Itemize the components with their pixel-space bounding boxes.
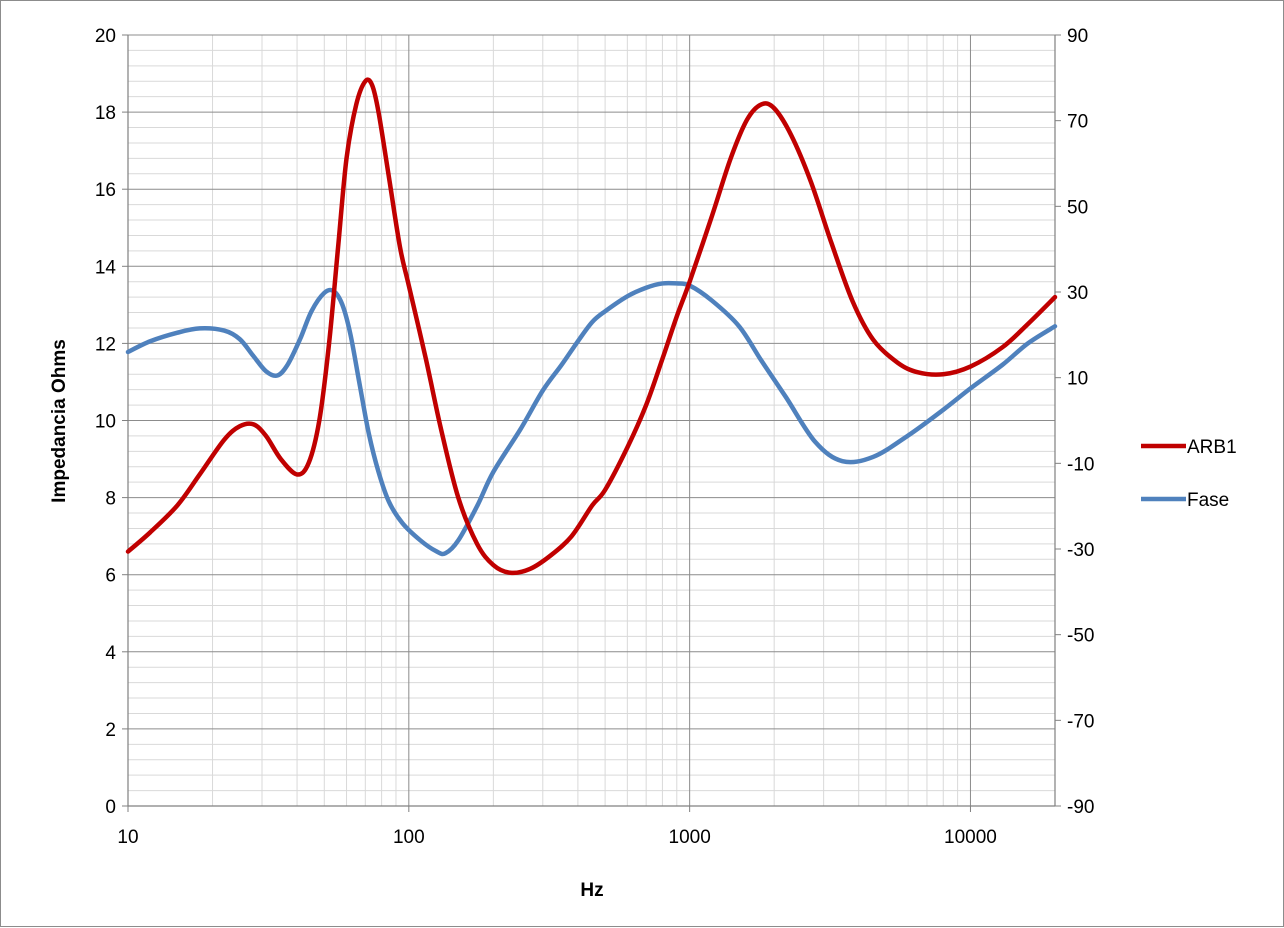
y2-tick-label: 10: [1067, 369, 1088, 390]
x-tick-label: 100: [393, 827, 425, 848]
y2-tick-label: -70: [1067, 711, 1094, 732]
y-axis-title: Impedancia Ohms: [49, 339, 70, 503]
y2-tick-label: 90: [1067, 26, 1088, 47]
legend: ARB1 Fase: [1141, 437, 1237, 511]
y-tick-label: 20: [95, 26, 116, 47]
x-tick-label: 1000: [669, 827, 711, 848]
y2-tick-label: 50: [1067, 197, 1088, 218]
x-tick-label: 10000: [944, 827, 997, 848]
y2-tick-label: -30: [1067, 540, 1094, 561]
y-tick-label: 16: [95, 180, 116, 201]
y2-tick-label: 30: [1067, 283, 1088, 304]
y-tick-label: 8: [105, 489, 116, 510]
y-tick-label: 18: [95, 103, 116, 124]
y2-tick-label: -50: [1067, 626, 1094, 647]
y-tick-label: 10: [95, 412, 116, 433]
y2-tick-label: 70: [1067, 112, 1088, 133]
x-tick-label: 10: [117, 827, 138, 848]
y2-tick-label: -90: [1067, 797, 1094, 818]
y-tick-label: 14: [95, 257, 117, 278]
axes: [122, 34, 1061, 812]
y-tick-label: 2: [105, 720, 116, 741]
legend-label-fase: Fase: [1187, 490, 1229, 511]
x-axis-title: Hz: [580, 880, 603, 901]
y-tick-label: 6: [105, 566, 116, 587]
minor-horizontal-gridlines: [128, 49, 1055, 792]
tick-labels: 0 2 4 6 8 10 12 14 16 18 20 -90 -70 -50 -30 -10 10 30 50 70…: [95, 26, 1095, 848]
series-line-fase: [125, 280, 1058, 557]
series-line-arb1: [125, 77, 1058, 576]
major-horizontal-gridlines: [128, 34, 1055, 807]
y-tick-label: 4: [105, 643, 116, 664]
y-tick-label: 12: [95, 334, 116, 355]
y2-tick-label: -10: [1067, 454, 1094, 475]
legend-label-arb1: ARB1: [1187, 437, 1237, 458]
series-lines: [125, 77, 1058, 576]
y-tick-label: 0: [105, 797, 116, 818]
